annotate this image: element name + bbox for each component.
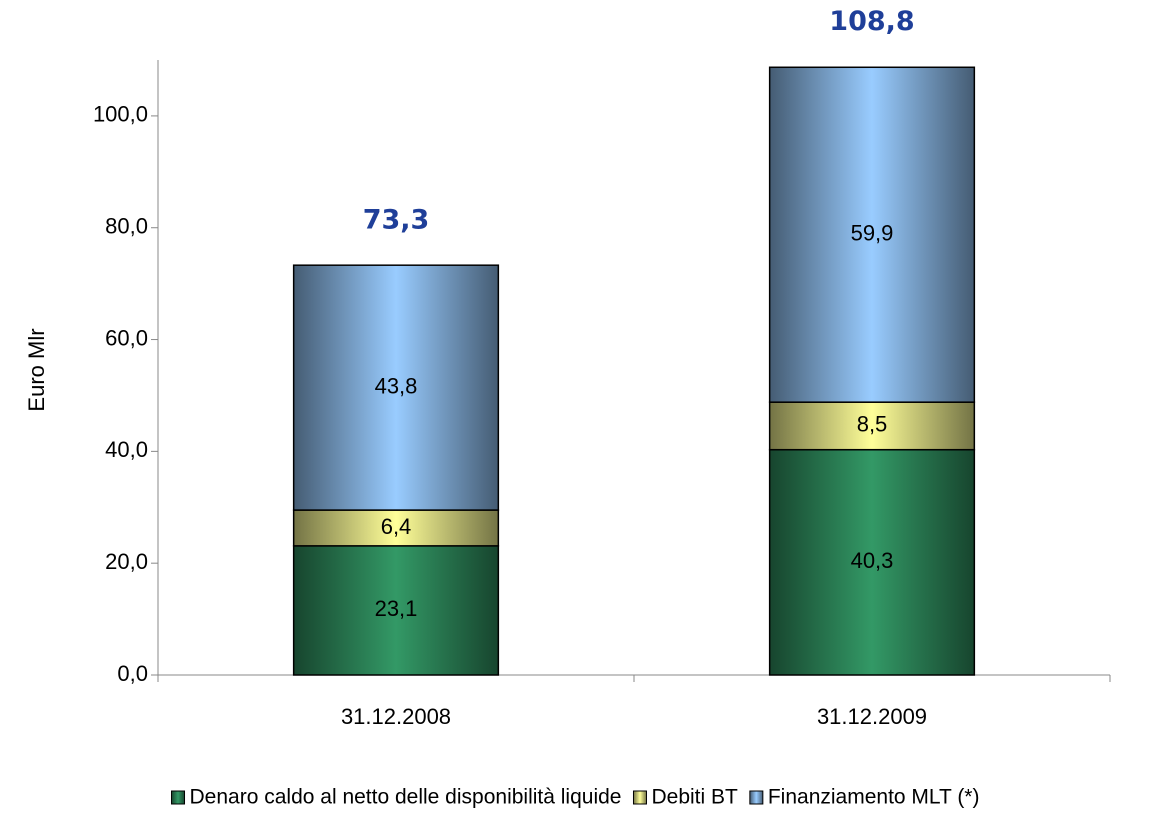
y-tick-label: 40,0 (105, 437, 148, 462)
bar-segment (768, 66, 976, 403)
data-label: 23,1 (375, 596, 418, 621)
bar-segment (768, 448, 976, 676)
legend: Denaro caldo al netto delle disponibilit… (171, 786, 980, 809)
data-label: 43,8 (375, 373, 418, 398)
bar-segment (292, 545, 500, 676)
y-tick-label: 20,0 (105, 549, 148, 574)
y-tick-label: 100,0 (93, 102, 148, 127)
x-tick-label: 31.12.2009 (817, 704, 927, 729)
data-label: 6,4 (381, 514, 412, 539)
legend-label: Denaro caldo al netto delle disponibilit… (190, 786, 622, 809)
legend-swatch (632, 790, 647, 805)
legend-label: Finanziamento MLT (*) (768, 786, 980, 809)
bar-segment (768, 401, 976, 451)
x-tick-label: 31.12.2008 (341, 704, 451, 729)
y-tick-label: 60,0 (105, 325, 148, 350)
total-label: 108,8 (829, 6, 914, 37)
total-label: 73,3 (363, 205, 430, 236)
data-label: 40,3 (851, 548, 894, 573)
y-tick-label: 80,0 (105, 214, 148, 239)
y-tick-label: 0,0 (117, 661, 148, 686)
legend-swatch (171, 790, 186, 805)
y-axis-title: Euro Mlr (24, 328, 49, 411)
bar-segment (292, 264, 500, 511)
legend-swatch (749, 790, 764, 805)
legend-label: Debiti BT (651, 786, 738, 809)
data-label: 8,5 (857, 412, 888, 437)
bar-segment (292, 509, 500, 547)
data-label: 59,9 (851, 221, 894, 246)
